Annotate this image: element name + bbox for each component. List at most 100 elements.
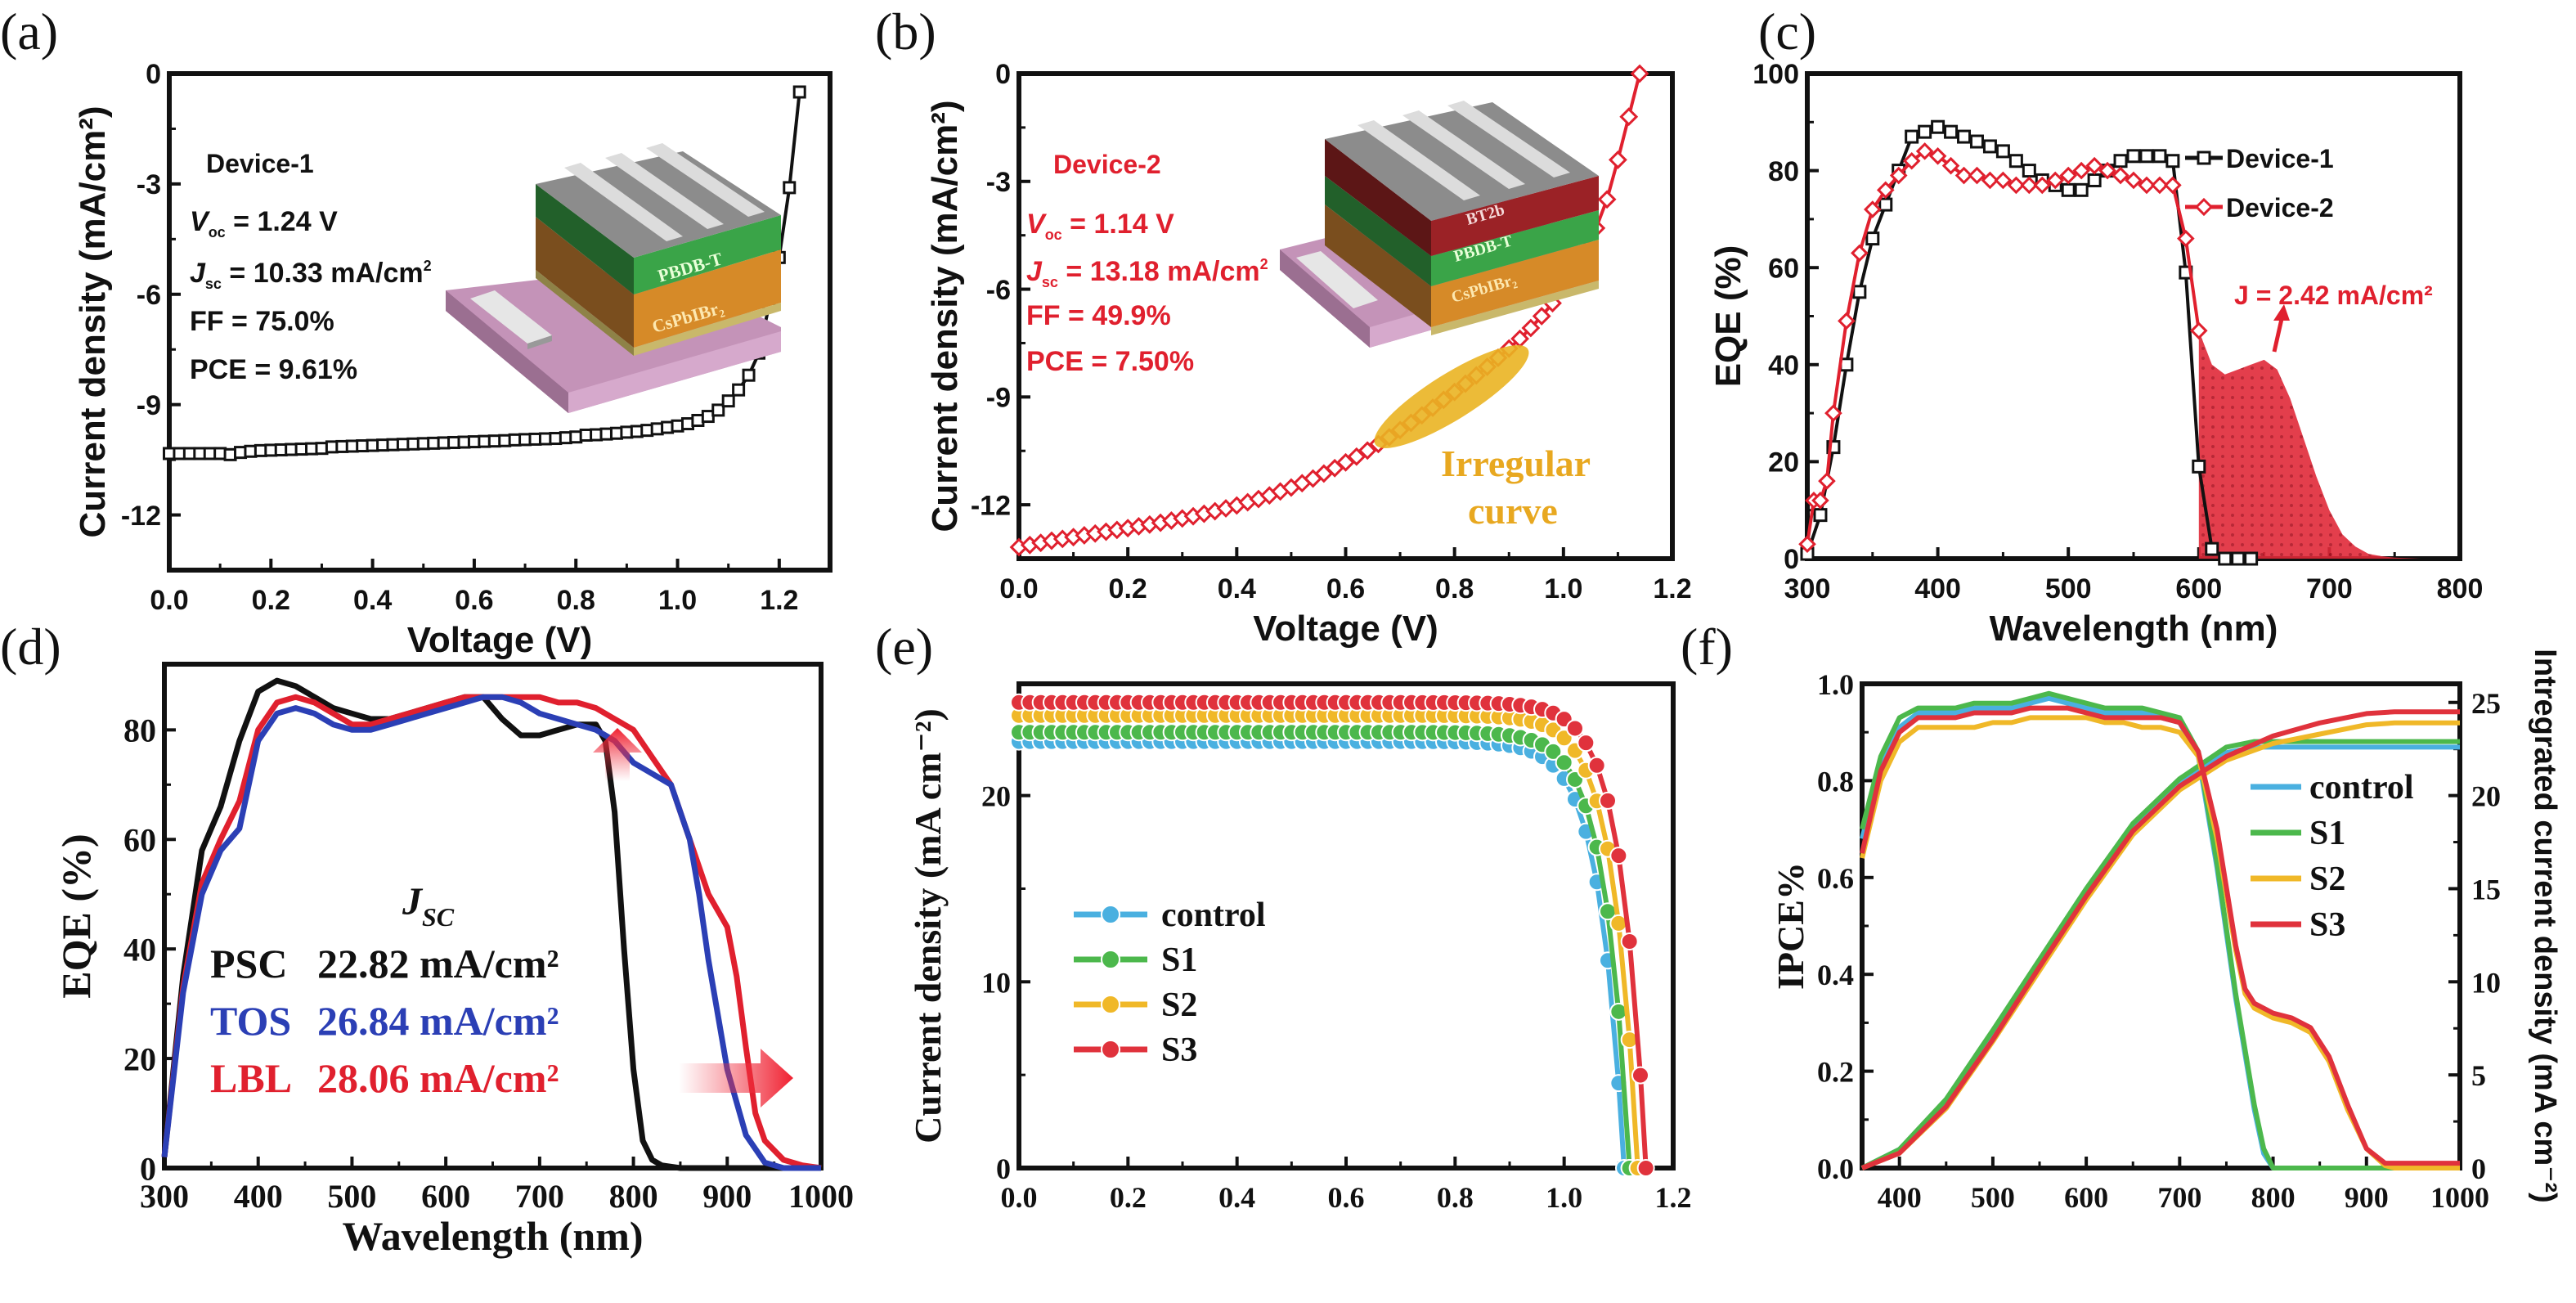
panel-c-legend: Device-1 Device-2 — [2185, 144, 2334, 222]
data-point — [2033, 176, 2052, 195]
x-tick-label: 600 — [2064, 1181, 2108, 1214]
data-point — [2112, 166, 2129, 185]
data-point — [1968, 166, 1986, 185]
x-tick-label: 700 — [2157, 1181, 2201, 1214]
y-axis-label: Current density (mA/cm²) — [73, 106, 113, 537]
data-point — [1902, 151, 1921, 170]
data-point — [1347, 447, 1367, 466]
y-axis-label: IPCE% — [1770, 862, 1811, 990]
data-point — [792, 85, 806, 99]
jsc-lbl: LBL 28.06 mA/cm² — [210, 1055, 559, 1101]
y-tick-label: -3 — [986, 167, 1011, 198]
x-tick-label: 700 — [515, 1178, 564, 1215]
data-point — [1928, 147, 1947, 165]
data-point — [1824, 404, 1842, 422]
irregular-label-line2: curve — [1468, 490, 1558, 532]
x-tick-label: 900 — [702, 1178, 752, 1215]
y2-tick-label: 15 — [2471, 873, 2501, 905]
data-point — [1876, 181, 1895, 200]
legend-marker-s2 — [1101, 995, 1120, 1014]
jsc-psc: PSC 22.82 mA/cm² — [210, 941, 559, 986]
y-axis-label: EQE (%) — [1708, 245, 1748, 388]
x-tick-label: 1.2 — [760, 585, 798, 616]
panel-label-a: (a) — [0, 2, 58, 61]
legend-marker-square — [2197, 151, 2211, 165]
x-axis-label: Wavelength (nm) — [1990, 609, 2278, 649]
y-tick-label: 20 — [1768, 447, 1799, 479]
y2-tick-label: 25 — [2471, 687, 2501, 720]
y-tick-label: 10 — [981, 966, 1011, 999]
y-tick-label: 20 — [981, 780, 1011, 813]
y-tick-label: 0.4 — [1817, 959, 1854, 991]
data-point — [2138, 176, 2156, 195]
data-point — [1863, 200, 1882, 218]
data-point — [2165, 154, 2180, 168]
integrated-line-s3 — [1860, 709, 2460, 1170]
x-tick-label: 0.8 — [1435, 573, 1474, 604]
y2-tick-label: 20 — [2471, 780, 2501, 813]
panel-label-f: (f) — [1681, 618, 1733, 676]
data-point — [2061, 182, 2076, 197]
legend-label-s1: S1 — [2309, 815, 2345, 852]
irregular-curve-label: Irregular curve — [1441, 443, 1591, 532]
data-point — [1813, 508, 1828, 523]
data-point — [1995, 144, 2010, 159]
data-point — [1521, 318, 1541, 338]
ipce-line-s1 — [1860, 690, 2460, 1170]
jsc-tos: TOS 26.84 mA/cm² — [210, 998, 559, 1044]
panel-a-annotations: Device-1 Voc = 1.24 V Jsc = 10.33 mA/cm2… — [190, 149, 432, 385]
x-tick-label: 400 — [1878, 1181, 1922, 1214]
data-point — [1918, 124, 1932, 139]
x-tick-label: 0.2 — [1110, 1181, 1147, 1214]
data-point — [1544, 742, 1563, 761]
data-point — [1889, 166, 1908, 185]
y-tick-label: 0 — [995, 59, 1011, 90]
x-tick-label: 0.8 — [557, 585, 595, 616]
data-point — [1609, 847, 1628, 865]
data-point — [1981, 171, 1999, 190]
y-tick-label: 0.6 — [1817, 862, 1854, 895]
y2-tick-label: 0 — [2471, 1152, 2486, 1185]
data-point — [1982, 139, 1997, 154]
x-tick-label: 0.4 — [353, 585, 392, 616]
panel-label-d: (d) — [0, 618, 61, 676]
data-point — [2151, 176, 2169, 195]
data-point — [1555, 753, 1573, 772]
x-tick-label: 0.2 — [1109, 573, 1147, 604]
data-point — [2231, 551, 2246, 566]
data-point — [2177, 229, 2195, 248]
x-tick-label: 1000 — [2430, 1181, 2489, 1214]
y2-axis-label: Intregrated current density (mA cm⁻²) — [2528, 649, 2562, 1202]
data-point — [2007, 176, 2026, 195]
integrated-current-annotation: J = 2.42 mA/cm² — [2234, 281, 2433, 310]
data-point — [1587, 756, 1606, 775]
x-tick-label: 400 — [234, 1178, 283, 1215]
x-tick-label: 900 — [2345, 1181, 2389, 1214]
legend-label-s3: S3 — [1161, 1031, 1197, 1069]
data-point — [2046, 171, 2065, 190]
data-point — [1851, 244, 1869, 263]
y-tick-label: 80 — [1768, 156, 1799, 187]
annotation-arrow — [2272, 304, 2290, 353]
arrow-up-icon — [593, 728, 642, 781]
pce-value: PCE = 7.50% — [1026, 346, 1194, 377]
x-tick-label: 0.2 — [252, 585, 290, 616]
data-point — [1620, 932, 1639, 951]
data-point — [1954, 166, 1973, 185]
x-tick-label: 500 — [2045, 573, 2092, 604]
data-point — [1577, 734, 1595, 753]
series-line-s2 — [1019, 712, 1640, 1169]
ff-value: FF = 75.0% — [190, 306, 334, 337]
y-tick-label: 60 — [123, 822, 156, 859]
data-point — [1878, 197, 1893, 212]
y-tick-label: 80 — [123, 712, 156, 749]
legend-label-device2: Device-2 — [2226, 193, 2334, 222]
y-axis-label: Current density (mA/cm²) — [925, 100, 965, 532]
data-point — [1931, 119, 1945, 134]
data-point — [2205, 541, 2219, 556]
panel-d-eqe-psc-tos-lbl: 300 400 500 600 700 800 900 1000 0 20 40 60 80 Wavele… — [53, 662, 854, 1259]
x-tick-label: 400 — [1914, 573, 1961, 604]
data-point — [1532, 307, 1551, 326]
redshift-arrows — [593, 728, 793, 1108]
data-point — [1599, 791, 1617, 810]
